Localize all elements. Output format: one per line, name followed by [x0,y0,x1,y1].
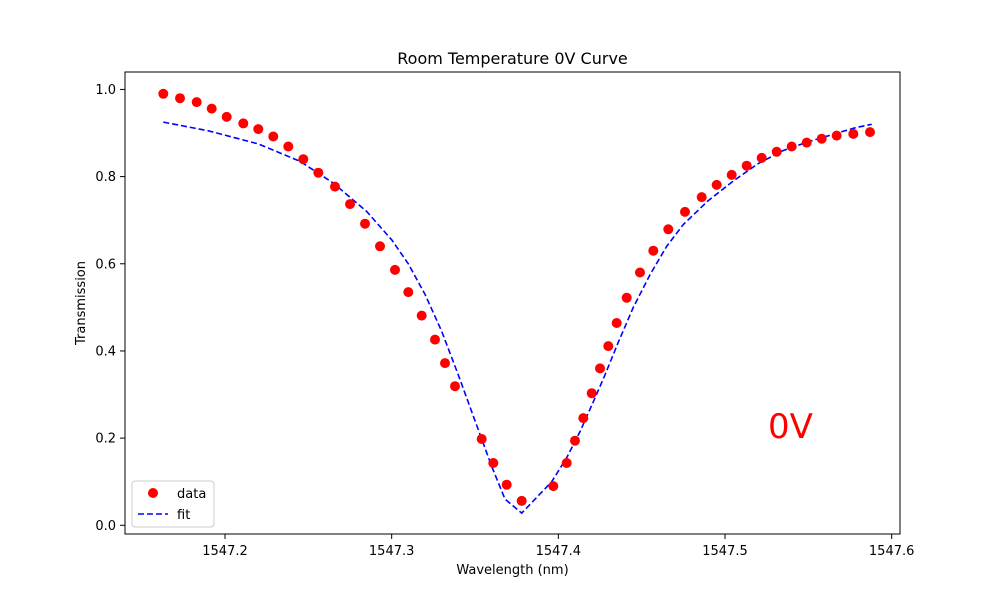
y-tick-label: 0.2 [95,432,116,447]
x-axis: 1547.2 1547.3 1547.4 1547.5 1547.6 [202,534,914,559]
data-point [586,388,597,399]
data-point [663,224,674,235]
data-point [298,154,309,165]
data-point [848,128,859,139]
data-point [416,310,427,321]
legend-fit-label: fit [177,508,190,523]
x-tick-label: 1547.4 [536,544,582,559]
data-point [635,267,645,278]
data-point [253,124,264,135]
data-point [175,93,185,104]
data-point [345,199,355,210]
x-tick-label: 1547.2 [202,544,248,559]
x-axis-title: Wavelength (nm) [456,563,568,578]
data-point [756,152,767,163]
x-tick-label: 1547.3 [369,544,415,559]
data-point [313,167,324,178]
plot-area [125,72,900,534]
data-point [741,160,752,171]
data-point [375,241,385,252]
data-point [390,264,400,275]
legend-data-marker [148,488,158,498]
data-point [440,358,450,369]
data-point [403,287,414,298]
data-point [680,206,690,217]
fit-curve-line [163,121,872,515]
y-tick-label: 0.4 [95,344,116,359]
voltage-annotation: 0V [768,407,813,447]
fit-series-layer [163,121,872,515]
data-point [726,169,737,180]
data-point [865,127,875,138]
data-point [595,363,605,374]
y-tick-label: 1.0 [95,83,116,98]
data-point [548,481,559,492]
plot-background [125,72,900,534]
x-tick-label: 1547.6 [869,544,915,559]
data-point [268,131,279,142]
y-tick-label: 0.8 [95,170,116,185]
data-point [158,88,169,99]
y-tick-label: 0.6 [95,257,116,272]
data-point [801,137,812,148]
plot-frame [124,71,901,535]
data-point [476,434,487,444]
data-point [831,130,842,141]
data-point [648,245,659,256]
y-tick-label: 0.0 [95,519,116,534]
data-point [711,179,722,190]
data-point [771,146,782,157]
legend: data fit [131,480,215,528]
data-point [450,381,460,392]
data-point [603,341,614,352]
data-point [696,192,707,203]
legend-data-label: data [177,487,206,502]
data-point [621,292,632,303]
chart-title: Room Temperature 0V Curve [397,49,628,68]
data-point [221,111,232,122]
data-point [816,133,827,144]
data-point [570,435,580,446]
data-point [578,413,589,424]
y-axis: 0.0 0.2 0.4 0.6 0.8 1.0 [95,83,125,534]
data-point [561,458,572,468]
x-tick-label: 1547.5 [702,544,748,559]
y-axis-title: Transmission [74,261,89,346]
data-point [238,118,249,129]
data-point [516,495,527,506]
data-point [501,479,512,490]
data-point [191,97,202,108]
data-point [611,318,622,328]
data-point [488,458,499,468]
data-point [786,141,797,152]
data-series-layer [158,88,875,506]
data-point [283,141,294,152]
data-point [360,218,370,229]
data-point [330,181,340,192]
data-point [206,103,217,114]
data-point [430,334,440,345]
